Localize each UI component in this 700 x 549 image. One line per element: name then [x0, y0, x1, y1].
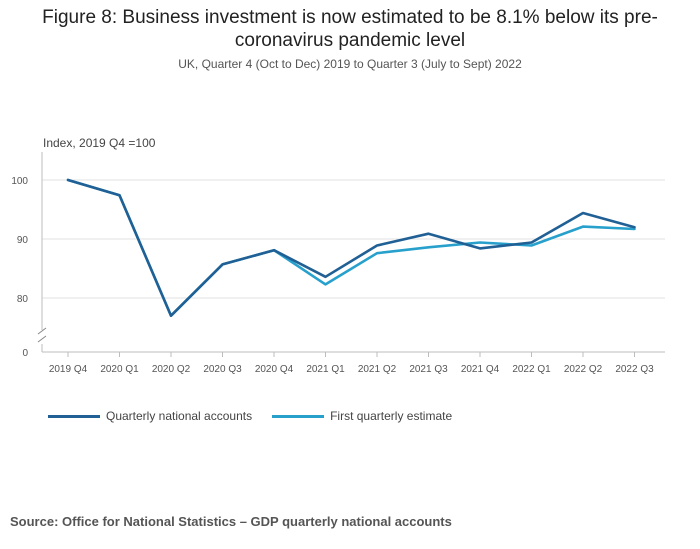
legend-item-first-quarterly-estimate: First quarterly estimate	[272, 409, 452, 423]
x-tick-label: 2020 Q2	[152, 364, 191, 375]
series-line-first-quarterly-estimate	[66, 178, 636, 318]
x-tick-label: 2019 Q4	[49, 364, 88, 375]
legend-swatch	[48, 414, 100, 418]
x-tick-label: 2022 Q2	[564, 364, 603, 375]
series-lines	[66, 178, 636, 318]
x-tick-label: 2021 Q4	[461, 364, 500, 375]
axis-break-mark	[37, 327, 47, 335]
y-tick-label: 100	[11, 176, 28, 187]
series-line-quarterly-national-accounts	[66, 178, 636, 318]
source-note: Source: Office for National Statistics –…	[10, 514, 452, 529]
y-tick-label: 80	[17, 294, 29, 305]
x-tick-label: 2021 Q3	[409, 364, 448, 375]
y-tick-label: 0	[22, 348, 28, 359]
legend: Quarterly national accounts First quarte…	[48, 409, 472, 423]
legend-label: First quarterly estimate	[330, 409, 453, 423]
y-tick-labels: 0 80 90 100	[11, 176, 28, 359]
gridlines	[42, 179, 665, 353]
line-chart: 0 80 90 100 2019 Q4 2020 Q1 2020 Q2 2020 Q3 202…	[11, 152, 665, 375]
x-tick-label: 2020 Q1	[100, 364, 139, 375]
legend-item-quarterly-national-accounts: Quarterly national accounts	[48, 409, 252, 423]
x-tick-label: 2020 Q3	[203, 364, 242, 375]
y-tick-label: 90	[17, 235, 29, 246]
chart-title: Figure 8: Business investment is now est…	[42, 7, 658, 51]
legend-swatch	[272, 414, 325, 418]
x-tick-label: 2021 Q2	[358, 364, 397, 375]
x-tick-label: 2022 Q1	[512, 364, 551, 375]
axis-break-mark	[37, 335, 47, 343]
x-tick-label: 2022 Q3	[615, 364, 654, 375]
legend-label: Quarterly national accounts	[106, 409, 253, 423]
axes	[37, 152, 635, 357]
x-tick-label: 2020 Q4	[255, 364, 294, 375]
x-tick-labels: 2019 Q4 2020 Q1 2020 Q2 2020 Q3 2020 Q4 2021 …	[49, 364, 654, 375]
chart-subtitle: UK, Quarter 4 (Oct to Dec) 2019 to Quart…	[178, 57, 522, 71]
x-tick-label: 2021 Q1	[306, 364, 345, 375]
y-axis-label: Index, 2019 Q4 =100	[43, 136, 156, 150]
